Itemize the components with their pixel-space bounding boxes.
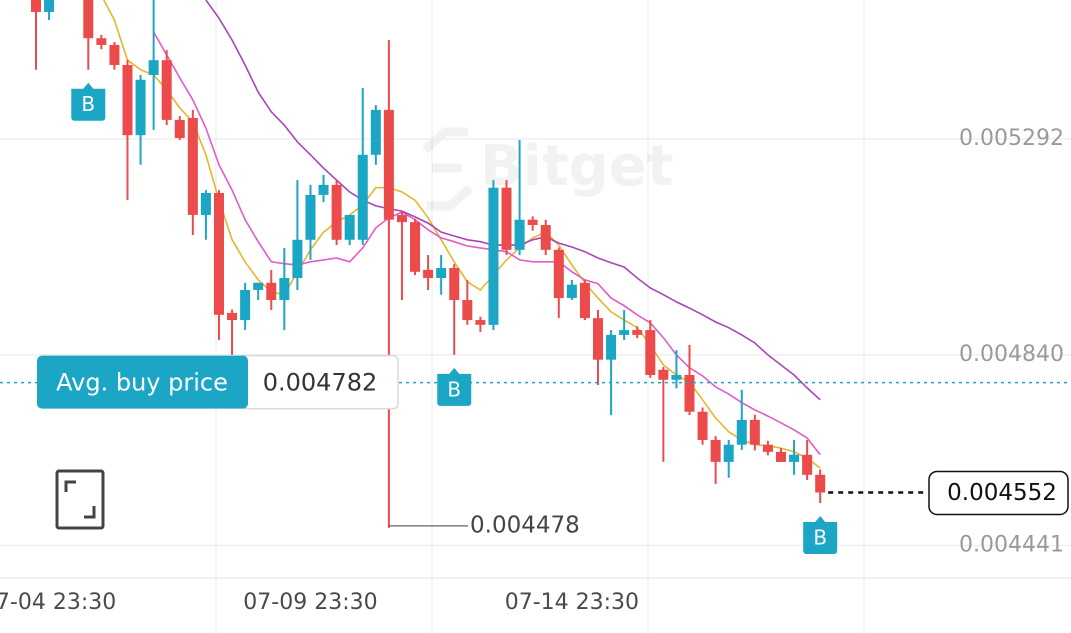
candle-body [122,64,133,136]
fullscreen-button[interactable] [55,469,105,530]
candle-body [579,282,590,319]
candle-body [109,44,120,65]
candle-body [658,369,669,380]
candle-body [31,0,41,12]
candle-body [331,184,342,240]
candle-body [671,374,682,380]
candle-body [383,109,394,220]
candle-body [540,224,551,250]
candle-body [684,374,695,412]
candle-body [514,219,525,250]
candle-body [396,214,407,223]
y-tick-label: 0.005292 [959,126,1064,151]
buy-marker [803,516,838,555]
candle-body [240,289,251,321]
candle-body [475,320,486,325]
candle-body [749,419,760,445]
candle-body [710,439,721,462]
candle-body [645,330,656,375]
moving-average-line [152,31,821,456]
candle-body [501,187,512,250]
candle-body [213,192,224,315]
buy-marker [437,367,472,406]
candle-body [762,444,773,452]
candle-body [370,109,381,155]
candle-body [318,184,329,195]
candle-body [566,284,577,299]
y-tick-label: 0.004441 [959,533,1064,558]
x-tick-label: 07-09 23:30 [243,590,377,615]
moving-average-line [205,0,821,401]
candle-body [83,0,94,39]
candle-body [187,117,198,215]
candle-body [96,38,107,45]
candle-body [161,60,172,120]
candle-body [619,330,630,335]
avg-buy-value: 0.004782 [263,369,378,397]
candle-body [253,282,264,290]
candle-body [344,214,355,240]
candle-body [436,267,447,279]
candle-body [449,267,460,300]
candle-body [593,318,604,360]
candle-body [789,454,800,462]
candle-body [723,444,734,462]
candle-body [736,419,747,445]
candle-body [357,154,368,240]
last-price-label: 0.004552 [947,480,1057,506]
candle-body [410,222,421,272]
candle-body [775,451,786,462]
candle-body [632,330,643,335]
candle-body [44,0,55,12]
candle-body [227,312,238,321]
y-tick-label: 0.004840 [959,342,1064,367]
candle-body [527,219,538,225]
candle-body [200,192,211,215]
buy-marker-label: B [81,92,95,116]
avg-buy-label: Avg. buy price [56,369,228,397]
avg-buy-label-box [37,355,248,409]
candle-body [292,239,303,279]
candle-body [815,474,826,493]
candle-body [423,269,434,279]
last-price-box [928,470,1069,516]
low-annotation: 0.004478 [470,512,580,538]
candle-body [148,60,159,75]
candle-body [305,194,316,240]
candle-body [462,299,473,321]
candle-body [266,282,277,300]
vertical-grid [215,0,865,633]
candle-body [279,278,290,300]
candle-body [802,454,813,475]
candle-body [135,79,146,136]
candle-body [174,119,185,139]
buy-marker-label: B [447,377,461,401]
x-tick-label: 07-04 23:30 [0,590,116,615]
watermark-logo [421,127,474,211]
buy-marker-label: B [813,526,827,550]
candle-body [697,411,708,440]
candle-body [488,187,499,325]
x-tick-label: 07-14 23:30 [505,590,639,615]
watermark: Bitget [480,134,673,199]
buy-marker [71,82,106,121]
candle-body [606,334,617,360]
candle-body [553,249,564,299]
